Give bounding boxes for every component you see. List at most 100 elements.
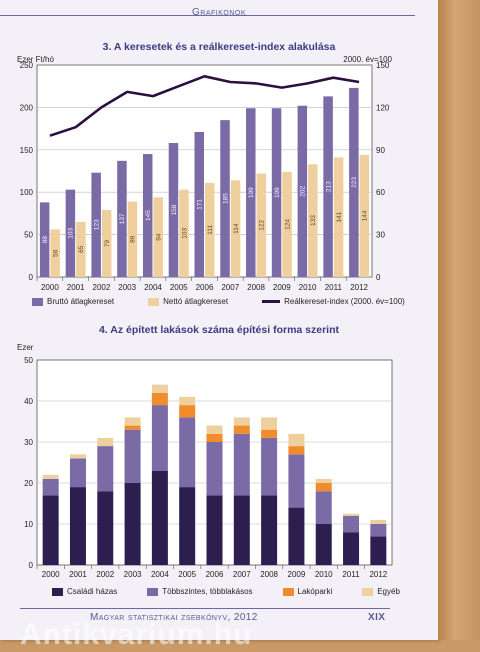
chart1-bar-gross <box>349 87 359 277</box>
chart1-title: 3. A keresetek és a reálkereset-index al… <box>102 41 336 53</box>
chart2-title: 4. Az épített lakások száma építési form… <box>98 324 340 336</box>
chart1-legend: Bruttó átlagkereset Nettó átlagkereset R… <box>32 297 405 306</box>
legend-label-other: Egyéb <box>377 587 400 596</box>
chart1-data-label-gross: 123 <box>93 219 100 230</box>
chart1-bar-gross <box>91 172 101 277</box>
chart2-bar-segment-other <box>179 396 196 406</box>
chart1-data-label-gross: 158 <box>171 204 178 215</box>
chart2-bar-segment-housing-park <box>151 392 168 406</box>
watermark: Antikvarium.hu <box>20 618 253 651</box>
chart1-bar-net <box>282 171 292 277</box>
chart2-bar-segment-family <box>42 495 59 565</box>
chart1-data-label-gross: 88 <box>42 236 49 244</box>
chart2-ytick: 0 <box>29 561 34 570</box>
chart1-data-label-gross: 199 <box>274 187 281 198</box>
chart1-line-real-index <box>49 75 360 137</box>
chart1-bar-gross <box>246 108 256 277</box>
chart1-ytick-left: 250 <box>20 61 34 70</box>
chart1-xtick-label: 2012 <box>350 283 368 292</box>
chart2-bar-segment-housing-park <box>233 425 250 434</box>
chart1-data-label-gross: 185 <box>222 193 229 204</box>
chart2-bar-segment-other <box>97 437 114 447</box>
chart2-bar-segment-other <box>233 417 250 426</box>
chart1-bar-net <box>256 173 267 277</box>
chart1-xtick-label: 2002 <box>93 283 111 292</box>
chart2-bar-segment-multistorey <box>315 491 332 524</box>
chart2-xtick-label: 2005 <box>178 570 196 579</box>
chart2-bar-segment-multistorey <box>69 458 86 488</box>
book-page: Grafikonok 3. A keresetek és a reálkeres… <box>0 0 438 640</box>
chart2-xtick-label: 2008 <box>260 570 278 579</box>
chart1-bar-gross <box>220 120 230 278</box>
chart1-bar-net <box>205 182 215 277</box>
chart2-dwellings: Ezer 0 10 20 30 40 50 2000 2001 2002 2003 2004 2005 2… <box>17 343 393 579</box>
chart1-data-label-gross: 137 <box>119 213 126 224</box>
chart1-data-label-gross: 202 <box>300 186 307 197</box>
chart1-ytick-right: 30 <box>376 231 385 240</box>
chart2-bar-segment-other <box>42 474 59 479</box>
chart1-bar-net <box>308 164 318 277</box>
chart1-bar-gross <box>297 105 308 277</box>
chart2-bar-segment-housing-park <box>179 405 196 418</box>
chart2-bar-segment-multistorey <box>97 446 114 492</box>
chart2-bar-segment-multistorey <box>233 433 250 496</box>
chart1-data-label-net: 133 <box>310 215 317 226</box>
chart2-ytick: 40 <box>24 397 33 406</box>
chart2-bar-segment-other <box>69 454 86 459</box>
legend-label-net: Nettó átlagkereset <box>163 297 229 306</box>
chart1-bar-net <box>179 189 189 277</box>
chart1-bar-gross <box>117 160 127 277</box>
chart1-xtick-label: 2000 <box>41 283 59 292</box>
chart1-bar-gross <box>271 108 282 277</box>
chart1-bar-gross <box>142 154 153 277</box>
legend-swatch-family <box>52 587 63 596</box>
chart2-legend: Családi házas Többszintes, többlakásos L… <box>52 587 400 596</box>
chart1-xtick-label: 2003 <box>118 283 136 292</box>
legend-label-family: Családi házas <box>67 587 118 596</box>
chart1-xtick-label: 2008 <box>247 283 265 292</box>
chart1-data-label-net: 65 <box>78 245 85 253</box>
chart2-bar-segment-other <box>206 425 223 434</box>
chart1-ytick-left: 50 <box>24 231 33 240</box>
chart1-bar-gross <box>323 96 333 277</box>
chart1-data-label-net: 103 <box>181 228 188 239</box>
chart2-ytick: 20 <box>24 479 33 488</box>
chart1-data-label-net: 124 <box>284 219 291 230</box>
chart1-bar-gross <box>39 202 50 277</box>
chart2-bar-segment-other <box>370 519 387 524</box>
chart2-ytick: 10 <box>24 520 33 529</box>
chart1-xtick-label: 2001 <box>67 283 85 292</box>
chart1-data-label-net: 114 <box>233 223 240 234</box>
chart2-bar-segment-multistorey <box>151 405 168 471</box>
chart2-xtick-label: 2003 <box>124 570 142 579</box>
header-rule <box>0 15 415 16</box>
chart1-bar-net <box>127 201 138 277</box>
chart2-bar-segment-family <box>261 495 278 565</box>
chart1-ytick-left: 100 <box>20 188 34 197</box>
chart2-bar-segment-family <box>69 487 86 565</box>
chart1-xtick-label: 2011 <box>325 283 343 292</box>
chart2-bar-segment-other <box>343 513 360 516</box>
chart1-earnings: Ezer Ft/hó 2000. év=100 0 50 100 150 200 250 0 30… <box>17 55 393 292</box>
chart1-bar-net <box>333 157 344 277</box>
chart2-bar-segment-family <box>315 524 332 565</box>
chart1-data-label-net: 94 <box>156 233 163 241</box>
chart1-bar-gross <box>168 143 179 277</box>
chart1-ytick-right: 0 <box>376 273 381 282</box>
chart1-data-label-gross: 213 <box>325 181 332 192</box>
footer-book-title: Magyar statisztikai zsebkönyv, 2012 <box>90 612 258 623</box>
chart2-bar-segment-multistorey <box>42 478 59 496</box>
chart2-bar-segment-family <box>151 470 168 565</box>
chart1-bar-net <box>359 154 370 277</box>
chart1-ytick-left: 150 <box>20 146 34 155</box>
chart1-ytick-right: 90 <box>376 146 385 155</box>
chart1-data-label-net: 111 <box>207 225 214 235</box>
chart2-ytick: 50 <box>24 356 33 365</box>
legend-label-housing-park: Lakóparki <box>297 587 333 596</box>
chart1-xtick-label: 2010 <box>299 283 317 292</box>
background-surface <box>438 0 480 640</box>
chart1-xtick-label: 2007 <box>221 283 239 292</box>
chart1-data-label-net: 144 <box>362 210 369 221</box>
chart2-bar-segment-multistorey <box>343 515 360 533</box>
legend-swatch-real-index <box>262 300 281 303</box>
